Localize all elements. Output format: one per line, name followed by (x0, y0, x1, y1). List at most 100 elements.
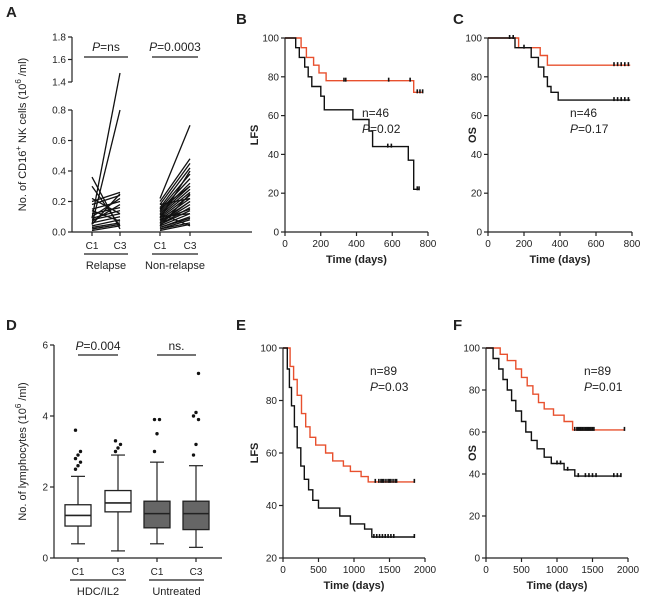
km-curve-black (283, 347, 415, 538)
n-label: n=46 (362, 106, 389, 120)
y-tick-label: 0 (474, 554, 480, 565)
outlier-point (196, 371, 201, 376)
y-axis-label: LFS (249, 443, 261, 464)
y-tick-label: 0 (42, 554, 48, 565)
x-tick-label: 400 (552, 239, 569, 250)
paired-line (159, 167, 191, 208)
y-label-mid: NK cells (10 (17, 84, 29, 146)
outlier-point (116, 446, 120, 450)
panel-a: A 0.0 0.2 0.4 0.6 0.8 1.4 1.6 1.8 No. of CD16+ NK… (6, 4, 252, 272)
panel-letter: D (6, 317, 17, 334)
paired-line (91, 222, 121, 229)
y-tick-label: 0.6 (52, 136, 66, 147)
y-axis-label: OS (467, 445, 479, 461)
y-label-pre: No. of lymphocytes (10 (17, 408, 29, 521)
outlier-point (73, 428, 78, 432)
outlier-point (113, 439, 118, 443)
y-tick-label: 80 (469, 386, 481, 397)
paired-line (159, 217, 191, 229)
outlier-point (196, 417, 201, 422)
outlier-point (157, 417, 162, 422)
p-value: =0.02 (370, 122, 401, 136)
y-tick-label: 100 (262, 34, 279, 45)
x-tick-label: 2000 (414, 565, 437, 576)
x-tick-label: C1 (72, 567, 85, 578)
y-label-sup2: 6 (14, 79, 23, 84)
outlier-point (155, 432, 159, 436)
paired-line (159, 191, 191, 218)
outlier-point (76, 453, 80, 457)
x-axis-label: Time (days) (527, 580, 588, 592)
y-tick-label: 0.8 (52, 106, 66, 117)
paired-line (91, 225, 121, 232)
group-label: Non-relapse (145, 260, 205, 272)
y-label-post: /ml) (17, 382, 29, 403)
paired-line (91, 191, 121, 203)
paired-line (159, 210, 191, 225)
y-tick-label: 1.6 (52, 55, 66, 66)
panel-letter: B (236, 11, 247, 28)
x-tick-label: 1000 (343, 565, 366, 576)
paired-line (91, 219, 121, 227)
x-tick-label: 0 (282, 239, 288, 250)
y-tick-label: 40 (266, 501, 278, 512)
paired-line (159, 223, 191, 232)
outlier-point (76, 464, 80, 468)
p-prefix: P (149, 40, 157, 54)
y-axis-label: No. of CD16+ NK cells (106 /ml) (14, 58, 29, 211)
y-tick-label: 40 (469, 470, 481, 481)
x-tick-label: 800 (624, 239, 641, 250)
paired-line (159, 200, 191, 224)
y-tick-label: 0.4 (52, 167, 66, 178)
x-tick-label: C1 (154, 241, 167, 252)
x-tick-label: C3 (184, 241, 197, 252)
y-tick-label: 2 (42, 483, 48, 494)
paired-line (91, 210, 121, 222)
x-tick-label: 1500 (378, 565, 401, 576)
y-tick-label: 40 (268, 150, 280, 161)
x-axis-label: Time (days) (530, 254, 591, 266)
panel-c: C 0 200 400 600 800 0 20 40 60 80 100 Time (days) OS n… (453, 11, 641, 266)
outlier-point (73, 456, 78, 461)
x-tick-label: 0 (483, 565, 489, 576)
y-tick-label: 20 (268, 189, 280, 200)
outlier-point (194, 442, 198, 447)
y-tick-label: 100 (465, 34, 482, 45)
x-tick-label: 1500 (581, 565, 604, 576)
y-label-sup1: + (14, 146, 23, 151)
y-axis-label: OS (467, 127, 479, 143)
paired-line (91, 193, 121, 225)
p-value-label: P=0.01 (584, 380, 623, 394)
panel-letter: E (236, 317, 246, 334)
p-value-label: P=0.004 (75, 339, 120, 353)
outlier-point (191, 453, 196, 457)
p-value: =0.004 (83, 339, 120, 353)
panel-letter: F (453, 317, 462, 334)
y-tick-label: 60 (471, 111, 483, 122)
p-prefix: P (92, 40, 100, 54)
y-label-post: /ml) (17, 58, 29, 79)
n-label: n=89 (584, 364, 611, 378)
box (182, 500, 210, 531)
paired-line (159, 185, 191, 210)
y-tick-label: 4 (42, 412, 48, 423)
x-tick-label: 1000 (546, 565, 569, 576)
x-tick-label: 600 (384, 239, 401, 250)
n-label: n=89 (370, 364, 397, 378)
p-value-label: P=0.03 (370, 380, 409, 394)
paired-line (91, 197, 121, 218)
paired-line (91, 216, 121, 224)
paired-line (159, 213, 191, 218)
km-curve-red (486, 347, 625, 431)
x-tick-label: 500 (513, 565, 530, 576)
outlier-point (73, 467, 78, 471)
km-curve-red (283, 347, 415, 483)
p-value-label: P=0.17 (570, 122, 609, 136)
x-axis-label: Time (days) (324, 580, 385, 592)
y-tick-label: 0.2 (52, 197, 66, 208)
y-tick-label: 80 (471, 72, 483, 83)
y-tick-label: 0.0 (52, 228, 66, 239)
x-tick-label: C3 (114, 241, 127, 252)
y-tick-label: 20 (266, 554, 278, 565)
